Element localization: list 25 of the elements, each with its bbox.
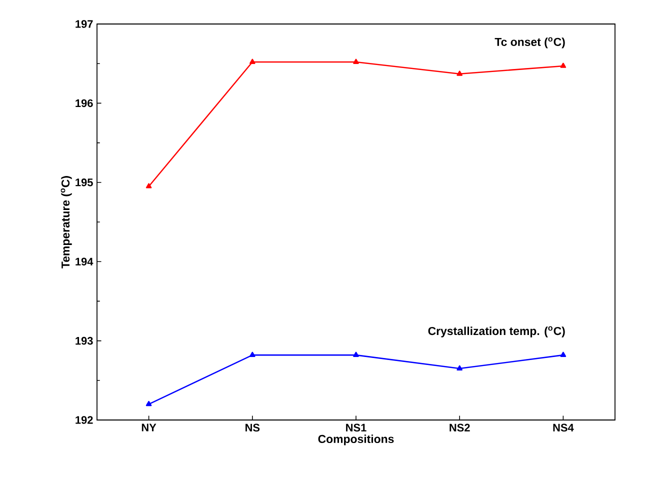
x-tick-label: NS [246, 424, 260, 432]
point [560, 62, 566, 68]
x-axis-title: Compositions [318, 434, 394, 446]
point [146, 183, 152, 188]
series-label: Tc onset ($^{o}$C) [494, 37, 565, 48]
point [250, 58, 256, 64]
point [353, 352, 359, 357]
series-label: Crystallization temp. ($^{o}$C) [428, 326, 565, 338]
x-tick-label: NS1 [346, 424, 366, 432]
y-axis-title: Temperature ($^{o}$C) [60, 176, 72, 268]
y-tick-label: 194 [76, 258, 94, 266]
point [250, 352, 256, 357]
y-tick-label: 196 [76, 99, 93, 108]
point [456, 365, 462, 370]
point [456, 70, 462, 76]
y-tick-label: 193 [76, 336, 93, 345]
point [560, 352, 566, 357]
x-tick-label: NY [142, 424, 156, 432]
x-tick-label: NS4 [553, 424, 574, 432]
x-tick-label: NS2 [450, 424, 470, 432]
point [146, 400, 152, 406]
y-tick-label: 195 [76, 178, 93, 186]
y-tick-label: 197 [76, 20, 93, 28]
point [353, 58, 359, 64]
y-tick-label: 192 [76, 416, 93, 424]
